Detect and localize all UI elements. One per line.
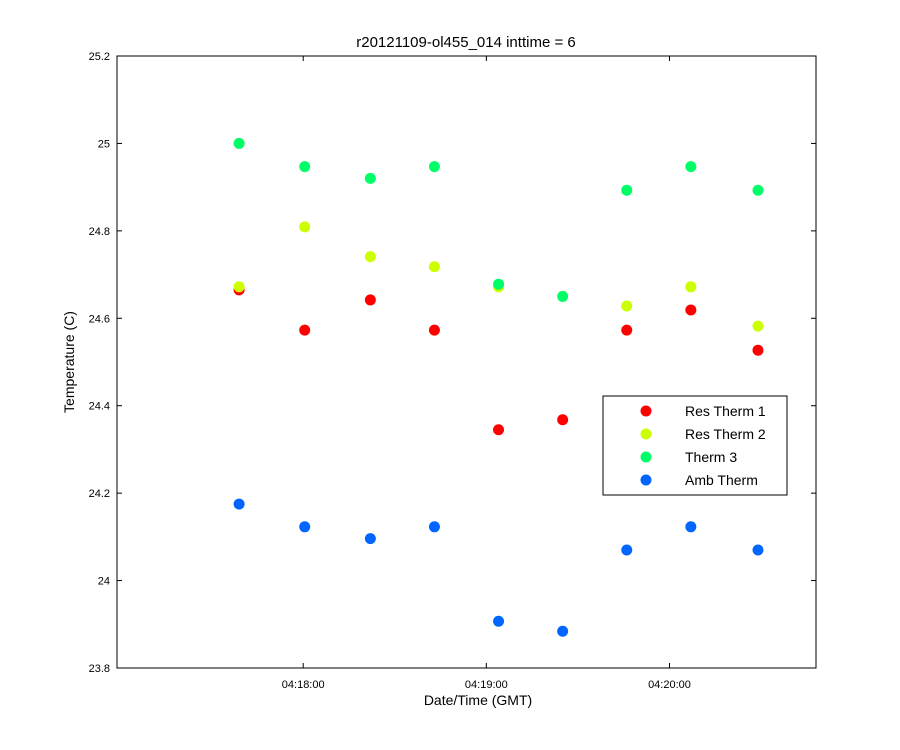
legend-label: Res Therm 2 bbox=[685, 426, 766, 442]
point-series-3 bbox=[621, 544, 633, 556]
point-series-0 bbox=[557, 414, 569, 426]
point-series-2 bbox=[685, 161, 697, 173]
y-tick-label: 24.8 bbox=[89, 226, 110, 238]
point-series-1 bbox=[621, 300, 633, 312]
point-series-1 bbox=[299, 221, 311, 233]
point-series-2 bbox=[493, 278, 505, 290]
data-points bbox=[233, 137, 764, 637]
legend-label: Res Therm 1 bbox=[685, 403, 766, 419]
point-series-2 bbox=[621, 184, 633, 196]
point-series-2 bbox=[299, 161, 311, 173]
point-series-2 bbox=[233, 137, 245, 149]
x-tick-label: 04:19:00 bbox=[465, 679, 508, 691]
point-series-3 bbox=[428, 521, 440, 533]
legend-label: Therm 3 bbox=[685, 449, 737, 465]
point-series-3 bbox=[685, 521, 697, 533]
point-series-1 bbox=[685, 281, 697, 293]
y-tick-label: 24.2 bbox=[89, 488, 110, 500]
point-series-3 bbox=[299, 521, 311, 533]
y-tick-label: 25 bbox=[98, 138, 110, 150]
y-tick-label: 24 bbox=[98, 576, 110, 588]
legend-marker bbox=[640, 405, 652, 417]
point-series-1 bbox=[428, 261, 440, 273]
legend-box bbox=[602, 395, 788, 496]
x-axis-label: Date/Time (GMT) bbox=[424, 692, 532, 708]
point-series-0 bbox=[493, 424, 505, 436]
point-series-1 bbox=[364, 251, 376, 263]
x-axis: 04:18:00 04:19:00 04:20:00 bbox=[282, 56, 691, 691]
y-axis-label: Temperature (C) bbox=[61, 311, 77, 413]
plot-area bbox=[116, 55, 817, 669]
legend-marker bbox=[640, 428, 652, 440]
point-series-3 bbox=[752, 544, 764, 556]
legend-marker bbox=[640, 451, 652, 463]
point-series-2 bbox=[752, 184, 764, 196]
point-series-1 bbox=[233, 281, 245, 293]
point-series-0 bbox=[621, 324, 633, 336]
chart-title: r20121109-ol455_014 inttime = 6 bbox=[356, 34, 575, 51]
y-tick-label: 24.6 bbox=[89, 313, 110, 325]
point-series-3 bbox=[233, 498, 245, 510]
point-series-0 bbox=[428, 324, 440, 336]
point-series-3 bbox=[364, 533, 376, 545]
legend: Res Therm 1 Res Therm 2 Therm 3 Amb Therm bbox=[602, 395, 788, 496]
point-series-2 bbox=[364, 172, 376, 184]
legend-label: Amb Therm bbox=[685, 472, 758, 488]
point-series-2 bbox=[428, 161, 440, 173]
point-series-3 bbox=[493, 615, 505, 627]
y-axis: 23.8 24 24.2 24.4 24.6 24.8 25 25.2 bbox=[89, 51, 816, 675]
x-tick-label: 04:20:00 bbox=[648, 679, 691, 691]
point-series-0 bbox=[299, 324, 311, 336]
legend-marker bbox=[640, 474, 652, 486]
point-series-1 bbox=[752, 320, 764, 332]
point-series-0 bbox=[752, 344, 764, 356]
y-tick-label: 25.2 bbox=[89, 51, 110, 63]
x-tick-label: 04:18:00 bbox=[282, 679, 325, 691]
y-tick-label: 24.4 bbox=[89, 401, 110, 413]
y-tick-label: 23.8 bbox=[89, 663, 110, 675]
point-series-3 bbox=[557, 625, 569, 637]
point-series-0 bbox=[364, 294, 376, 306]
point-series-2 bbox=[557, 290, 569, 302]
point-series-0 bbox=[685, 304, 697, 316]
